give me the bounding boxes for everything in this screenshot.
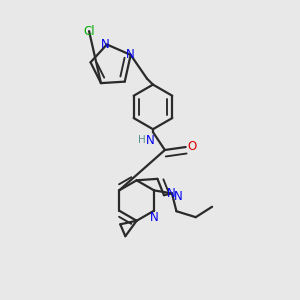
Text: O: O [188, 140, 197, 153]
Text: N: N [146, 134, 155, 147]
Text: N: N [150, 211, 158, 224]
Text: H: H [138, 136, 146, 146]
Text: Cl: Cl [83, 25, 95, 38]
Text: N: N [173, 190, 182, 203]
Text: N: N [101, 38, 110, 51]
Text: N: N [167, 187, 176, 200]
Text: N: N [126, 48, 135, 62]
